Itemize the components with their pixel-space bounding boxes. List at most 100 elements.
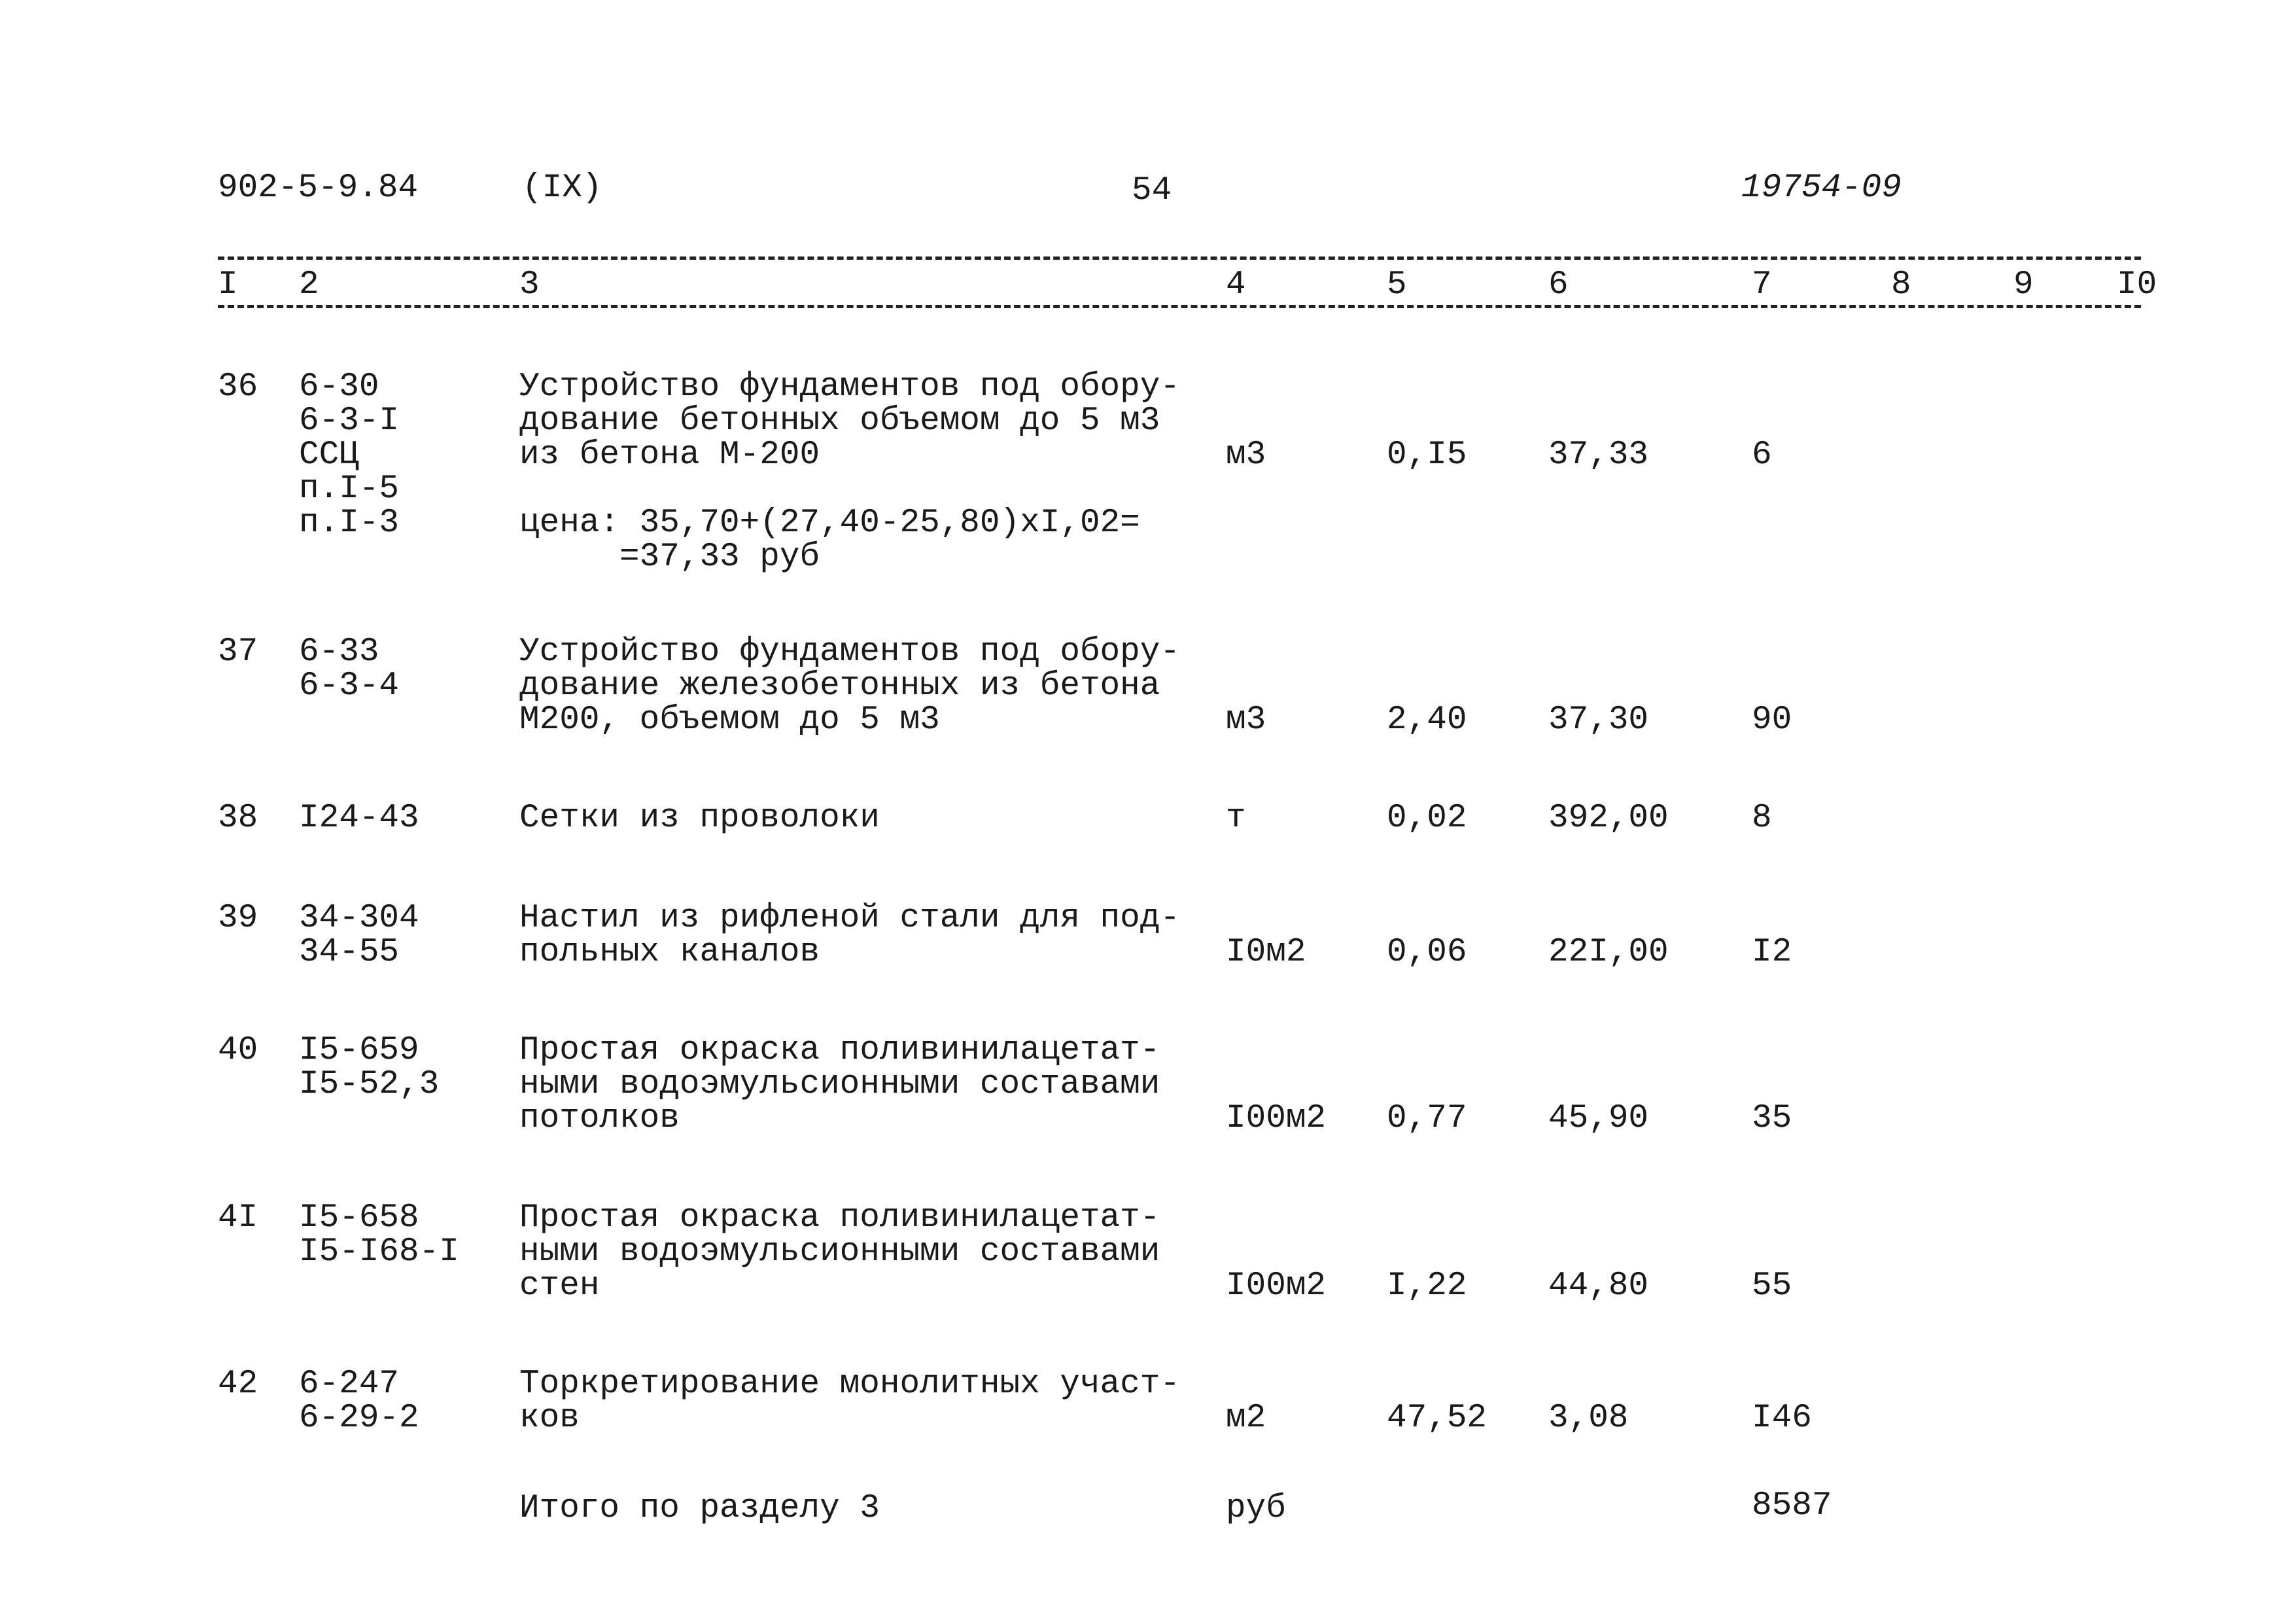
description-line: М200, объемом до 5 м3 [519, 701, 940, 739]
column-header-6: 6 [1548, 266, 1569, 304]
page-number: 54 [1132, 172, 1172, 209]
header-divider-bottom [218, 305, 2141, 308]
column-header-9: 9 [2013, 266, 2034, 304]
rate-code: п.I-3 [299, 504, 400, 542]
work-description: Настил из рифленой стали для под-польных… [519, 902, 1180, 970]
description-line: потолков [519, 1100, 680, 1137]
unit: м3 [1226, 436, 1266, 474]
unit: т [1226, 800, 1246, 837]
description-line: Сетки из проволоки [519, 800, 880, 837]
rate-code: I24-43 [299, 800, 419, 837]
unit-price: 45,90 [1548, 1100, 1649, 1137]
work-description: Торкретирование монолитных участ-ков [519, 1368, 1180, 1436]
description-line [519, 472, 1180, 506]
unit: м2 [1226, 1400, 1266, 1437]
column-header-1: I [218, 266, 238, 304]
archive-number: 19754-09 [1741, 169, 1902, 207]
row-number: 38 [218, 800, 258, 837]
summary-total: 8587 [1752, 1487, 1832, 1525]
quantity: 47,52 [1387, 1400, 1487, 1437]
column-header-4: 4 [1226, 266, 1246, 304]
rate-codes: I5-659 I5-52,3 [299, 1034, 439, 1102]
column-header-3: 3 [519, 266, 540, 304]
unit: I0м2 [1226, 934, 1306, 971]
summary-unit: руб [1226, 1490, 1286, 1527]
row-number: 37 [218, 633, 258, 671]
unit: м3 [1226, 701, 1266, 739]
unit-price: 3,08 [1548, 1400, 1629, 1437]
header-divider-top [218, 256, 2141, 260]
row-number: 4I [218, 1199, 258, 1237]
quantity: I,22 [1387, 1267, 1467, 1305]
row-number: 36 [218, 368, 258, 406]
volume-label: (IX) [522, 169, 602, 207]
description-line: Простая окраска поливинилацетат- [519, 1032, 1160, 1069]
total-cost: I2 [1752, 934, 1792, 971]
summary-label: Итого по разделу 3 [519, 1490, 880, 1527]
rate-code: I5-659 [299, 1032, 419, 1069]
work-description: Простая окраска поливинилацетат-ными вод… [519, 1034, 1160, 1136]
rate-code: 34-304 [299, 900, 419, 937]
quantity: 2,40 [1387, 701, 1467, 739]
description-line: из бетона М-200 [519, 436, 820, 474]
rate-codes: 6-247 6-29-2 [299, 1368, 419, 1436]
description-line: цена: 35,70+(27,40-25,80)xI,02= [519, 504, 1140, 542]
column-header-7: 7 [1752, 266, 1772, 304]
description-line: Простая окраска поливинилацетат- [519, 1199, 1160, 1237]
rate-code: 6-247 [299, 1366, 400, 1403]
description-line: ков [519, 1400, 580, 1437]
unit-price: 44,80 [1548, 1267, 1649, 1305]
row-number: 39 [218, 900, 258, 937]
unit-price: 22I,00 [1548, 934, 1669, 971]
doc-code: 902-5-9.84 [218, 169, 419, 207]
unit: I00м2 [1226, 1100, 1327, 1137]
rate-code: I5-I68-I [299, 1233, 459, 1271]
quantity: 0,06 [1387, 934, 1467, 971]
work-description: Устройство фундаментов под обору-дование… [519, 635, 1180, 737]
total-cost: 35 [1752, 1100, 1792, 1137]
total-cost: 6 [1752, 436, 1772, 474]
rate-code: I5-52,3 [299, 1066, 440, 1103]
rate-codes: 34-304 34-55 [299, 902, 419, 970]
rate-code: ССЦ [299, 436, 359, 474]
quantity: 0,I5 [1387, 436, 1467, 474]
column-header-10: I0 [2117, 266, 2157, 304]
row-number: 40 [218, 1032, 258, 1069]
description-line: Устройство фундаментов под обору- [519, 633, 1180, 671]
unit-price: 392,00 [1548, 800, 1669, 837]
rate-code: 6-3-I [299, 402, 400, 440]
rate-code: 6-33 [299, 633, 379, 671]
description-line: дование железобетонных из бетона [519, 667, 1160, 705]
description-line: дование бетонных объемом до 5 м3 [519, 402, 1160, 440]
quantity: 0,02 [1387, 800, 1467, 837]
total-cost: 8 [1752, 800, 1772, 837]
rate-code: I5-658 [299, 1199, 419, 1237]
rate-code: п.I-5 [299, 470, 400, 508]
total-cost: I46 [1752, 1400, 1812, 1437]
unit: I00м2 [1226, 1267, 1327, 1305]
rate-code: 6-30 [299, 368, 379, 406]
description-line: =37,33 руб [519, 538, 820, 576]
description-line: польных каналов [519, 934, 820, 971]
work-description: Устройство фундаментов под обору-дование… [519, 370, 1180, 574]
description-line: стен [519, 1267, 600, 1305]
rate-codes: 6-33 6-3-4 [299, 635, 399, 703]
rate-code: 34-55 [299, 934, 400, 971]
column-header-8: 8 [1891, 266, 1911, 304]
rate-codes: I24-43 [299, 802, 419, 836]
work-description: Сетки из проволоки [519, 802, 880, 836]
rate-codes: I5-658 I5-I68-I [299, 1201, 459, 1269]
unit-price: 37,33 [1548, 436, 1649, 474]
rate-code: 6-3-4 [299, 667, 400, 705]
total-cost: 55 [1752, 1267, 1792, 1305]
description-line: Устройство фундаментов под обору- [519, 368, 1180, 406]
column-header-2: 2 [299, 266, 319, 304]
unit-price: 37,30 [1548, 701, 1649, 739]
quantity: 0,77 [1387, 1100, 1467, 1137]
rate-code: 6-29-2 [299, 1400, 419, 1437]
description-line: ными водоэмульсионными составами [519, 1233, 1160, 1271]
rate-codes: 6-30 6-3-I ССЦ п.I-5 п.I-3 [299, 370, 399, 540]
total-cost: 90 [1752, 701, 1792, 739]
column-header-5: 5 [1387, 266, 1407, 304]
